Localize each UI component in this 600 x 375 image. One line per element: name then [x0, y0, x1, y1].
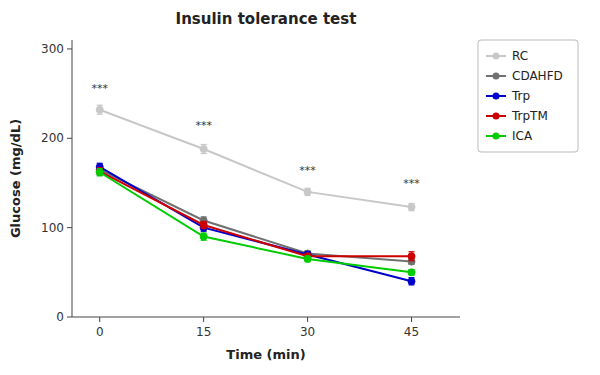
- plot-marks: [96, 105, 415, 285]
- legend-marker: [493, 93, 500, 100]
- legend-frame: [478, 40, 578, 152]
- y-axis-line: [72, 40, 73, 317]
- legend-label: CDAHFD: [512, 69, 563, 83]
- error-bar: [305, 188, 311, 195]
- annotation: ***: [91, 82, 108, 95]
- legend-label: Trp: [511, 89, 530, 103]
- error-bar-cap: [201, 153, 207, 154]
- error-bar: [409, 270, 415, 275]
- x-tick: [307, 317, 308, 322]
- legend-label: TrpTM: [511, 109, 548, 123]
- error-bar-cap: [97, 105, 103, 106]
- series: [96, 163, 415, 285]
- x-tick-label: 30: [300, 325, 315, 339]
- error-bar: [201, 233, 207, 240]
- point: [408, 253, 415, 260]
- x-tick: [411, 317, 412, 322]
- point: [304, 188, 311, 195]
- y-tick: [67, 138, 72, 139]
- point: [304, 255, 311, 262]
- error-bar: [409, 278, 415, 285]
- legend-marker: [493, 133, 500, 140]
- error-bar: [409, 204, 415, 211]
- annotation: ***: [403, 177, 420, 190]
- error-bar: [97, 105, 103, 114]
- point: [200, 233, 207, 240]
- annotation: ***: [195, 119, 212, 132]
- legend-marker: [493, 53, 500, 60]
- point: [200, 146, 207, 153]
- error-bar-cap: [409, 260, 415, 261]
- x-tick-label: 0: [96, 325, 104, 339]
- series-line: [100, 172, 412, 272]
- series: [96, 166, 415, 265]
- chart: Insulin tolerance test 0 15 30 45 0 100 200 300 T…: [0, 0, 600, 375]
- x-tick: [99, 317, 100, 322]
- x-tick-label: 15: [196, 325, 211, 339]
- x-tick-label: 45: [404, 325, 419, 339]
- y-axis-label: Glucose (mg/dL): [8, 119, 23, 238]
- point: [408, 204, 415, 211]
- y-tick-label: 100: [41, 221, 64, 235]
- legend-marker: [493, 113, 500, 120]
- annotation: ***: [299, 164, 316, 177]
- point: [408, 269, 415, 276]
- error-bar: [97, 168, 103, 175]
- error-bar: [305, 256, 311, 261]
- series-line: [100, 167, 412, 281]
- legend: RC CDAHFD Trp TrpTM ICA: [478, 40, 578, 152]
- y-tick-label: 300: [41, 42, 64, 56]
- series: [96, 169, 415, 276]
- title: Insulin tolerance test: [176, 10, 357, 28]
- legend-label: RC: [512, 49, 528, 63]
- x-axis-line: [72, 317, 460, 318]
- point: [96, 106, 103, 113]
- error-bar: [409, 252, 415, 261]
- point: [200, 221, 207, 228]
- y-tick: [67, 48, 72, 49]
- legend-label: ICA: [512, 129, 533, 143]
- error-bar: [201, 221, 207, 228]
- y-tick: [67, 227, 72, 228]
- y-tick-label: 200: [41, 131, 64, 145]
- series-line: [100, 171, 412, 256]
- point: [408, 278, 415, 285]
- error-bar-cap: [97, 114, 103, 115]
- y-tick: [67, 317, 72, 318]
- error-bar-cap: [409, 251, 415, 252]
- error-bar-cap: [201, 144, 207, 145]
- point: [96, 169, 103, 176]
- error-bar: [97, 169, 103, 176]
- x-axis-label: Time (min): [226, 347, 305, 362]
- error-bar: [201, 145, 207, 154]
- point: [96, 168, 103, 175]
- x-tick: [203, 317, 204, 322]
- legend-marker: [493, 73, 500, 80]
- y-tick-label: 0: [56, 310, 64, 324]
